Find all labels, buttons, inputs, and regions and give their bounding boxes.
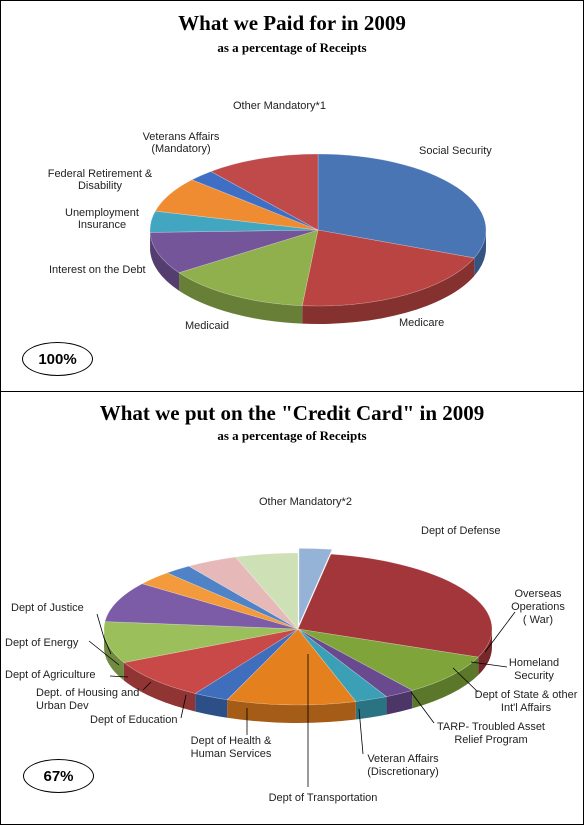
- slice-label: Federal Retirement & Disability: [48, 168, 153, 192]
- pie-slice: [297, 553, 493, 658]
- chart-subtitle: as a percentage of Receipts: [217, 40, 367, 55]
- slice-label: Medicaid: [185, 320, 229, 332]
- slice-label: Dept of State & other Int'l Affairs: [475, 689, 578, 714]
- pie-slice: [103, 621, 299, 663]
- leader-line: [452, 667, 479, 693]
- slice-side: [195, 693, 228, 718]
- pie-slice: [297, 628, 479, 691]
- pie-slice: [141, 572, 299, 630]
- pie-slice: [188, 556, 299, 630]
- pie-slice: [235, 552, 299, 630]
- slice-label: Social Security: [419, 145, 492, 157]
- slice-label: Medicare: [399, 317, 444, 329]
- pie-slice: [297, 628, 388, 702]
- slice-side: [302, 257, 475, 324]
- slice-label: Veteran Affairs (Discretionary): [367, 753, 439, 778]
- chart-title: What we Paid for in 2009: [178, 11, 406, 35]
- slice-side: [179, 272, 303, 324]
- leader-line: [358, 708, 364, 755]
- percentage-badge: 100%: [22, 342, 93, 376]
- slice-side: [386, 690, 413, 715]
- pie-slice: [178, 229, 319, 306]
- leader-line: [142, 681, 152, 691]
- slice-label: Other Mandatory*2: [259, 496, 352, 508]
- slice-label: Dept of Agriculture: [5, 669, 96, 681]
- slice-label: Dept. of Housing and Urban Dev: [36, 687, 139, 712]
- slice-side: [150, 232, 180, 291]
- chart-panel-paid: What we Paid for in 2009 as a percentage…: [0, 0, 584, 392]
- slice-label: Dept of Defense: [421, 525, 501, 537]
- pie-slice: [194, 628, 299, 701]
- pie-slice: [298, 548, 333, 625]
- leader-line: [410, 691, 435, 724]
- slice-label: Other Mandatory*1: [233, 100, 326, 112]
- slice-label: Unemployment Insurance: [65, 207, 139, 231]
- leader-line: [470, 661, 508, 668]
- slice-label: Dept of Health & Human Services: [191, 735, 272, 760]
- pie-slice: [210, 153, 319, 231]
- pie-slice: [166, 565, 299, 630]
- slice-side: [123, 662, 196, 712]
- chart-title: What we put on the "Credit Card" in 2009: [99, 401, 485, 425]
- leader-line: [88, 640, 120, 666]
- pie-slice: [154, 179, 319, 231]
- pie-slice: [104, 583, 299, 630]
- pie-slice: [149, 210, 319, 233]
- slice-side: [355, 696, 387, 720]
- leader-line: [180, 694, 187, 719]
- slice-label: Dept of Energy: [5, 637, 79, 649]
- slice-side: [104, 629, 124, 681]
- pie-slice: [297, 628, 414, 697]
- pie-slice: [123, 628, 299, 694]
- pie-slice: [226, 628, 357, 706]
- pie-slice: [191, 171, 319, 231]
- pie-slice: [301, 229, 475, 307]
- pie-chart-credit-card: Other Mandatory*2 Dept of Defense Overse…: [5, 496, 578, 804]
- slice-label: Veterans Affairs (Mandatory): [143, 131, 220, 155]
- slice-side: [227, 699, 356, 723]
- pie-slice: [149, 229, 319, 274]
- chart-subtitle: as a percentage of Receipts: [217, 428, 367, 443]
- slice-label: Interest on the Debt: [49, 264, 146, 276]
- slice-label: Dept of Education: [90, 714, 177, 726]
- slice-side: [412, 657, 479, 709]
- percentage-badge: 67%: [23, 759, 94, 793]
- pie-chart-paid: Social Security Medicare Medicaid Intere…: [48, 100, 493, 332]
- slice-label: TARP- Troubled Asset Relief Program: [437, 721, 545, 746]
- slice-label: Homeland Security: [509, 657, 559, 682]
- slice-label: Dept of Transportation: [269, 792, 378, 804]
- slice-side: [474, 230, 486, 276]
- chart-panel-credit-card: What we put on the "Credit Card" in 2009…: [0, 391, 584, 825]
- leader-line: [96, 613, 112, 655]
- slice-label: Overseas Operations( War): [511, 588, 565, 626]
- pie-slice: [317, 153, 487, 259]
- leader-line: [484, 611, 516, 653]
- leader-line: [109, 675, 129, 678]
- slice-label: Dept of Justice: [11, 602, 84, 614]
